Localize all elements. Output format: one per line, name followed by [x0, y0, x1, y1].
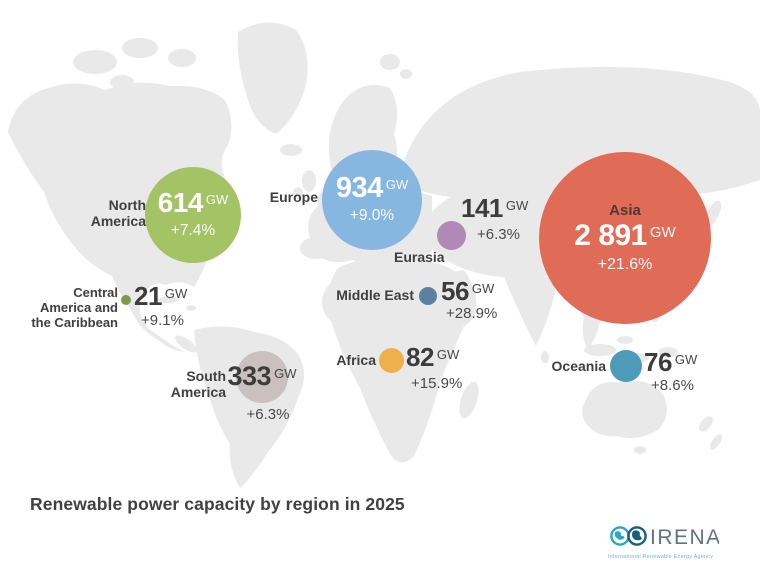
value-south-america: 333 GW: [227, 361, 297, 392]
label-middle-east: Middle East: [328, 287, 414, 303]
value-europe: 934 GW: [335, 171, 409, 204]
label-line: the Caribbean: [31, 314, 118, 330]
value-asia: 2 891 GW: [574, 219, 676, 253]
label-north-america: North America: [56, 197, 146, 229]
value-number: 333: [227, 361, 272, 392]
value-unit: GW: [471, 281, 495, 296]
value-oceania: 76 GW: [644, 347, 698, 377]
irena-wordmark: IRENA: [650, 526, 719, 549]
growth-south-america: +6.3%: [246, 406, 290, 423]
value-unit: GW: [205, 192, 229, 208]
bubble-south-america: [236, 351, 288, 403]
value-number: 76: [644, 347, 672, 377]
value-number: 21: [134, 281, 162, 311]
label-eurasia: Eurasia: [394, 249, 464, 265]
bubble-oceania: [610, 350, 642, 382]
chart-title: Renewable power capacity by region in 20…: [30, 494, 405, 514]
label-line: Central: [73, 285, 118, 300]
label-africa: Africa: [318, 352, 376, 368]
value-central-america-and-the-caribbean: 21 GW: [134, 281, 188, 311]
value-number: 141: [461, 193, 503, 223]
label-europe: Europe: [242, 189, 318, 205]
bubble-africa: [378, 347, 404, 373]
value-unit: GW: [274, 366, 297, 382]
growth-asia: +21.6%: [597, 255, 653, 273]
value-unit: GW: [164, 286, 188, 301]
value-eurasia: 141 GW: [461, 193, 529, 223]
growth-africa: +15.9%: [411, 375, 463, 392]
value-number: 56: [441, 276, 469, 306]
bubble-central-america-and-the-caribbean: [121, 295, 131, 305]
value-number: 934: [335, 171, 383, 204]
growth-europe: +9.0%: [349, 207, 395, 225]
value-number: 2 891: [574, 219, 647, 253]
value-unit: GW: [385, 176, 409, 192]
value-unit: GW: [505, 198, 529, 213]
value-number: 82: [406, 342, 434, 372]
label-line: North: [108, 197, 146, 213]
label-south-america: South America: [138, 368, 226, 400]
value-unit: GW: [436, 347, 460, 362]
irena-globes-icon: [610, 526, 647, 546]
label-line: America: [90, 213, 146, 230]
label-line: Oceania: [551, 358, 606, 374]
label-line: America and: [39, 299, 118, 315]
growth-central-america-and-the-caribbean: +9.1%: [141, 312, 184, 329]
label-line: Eurasia: [394, 249, 445, 265]
bubble-europe: 934 GW +9.0%: [322, 150, 422, 250]
label-oceania: Oceania: [538, 358, 606, 374]
growth-oceania: +8.6%: [651, 377, 694, 394]
bubble-region-name: Asia: [609, 202, 641, 220]
value-number: 614: [157, 187, 204, 219]
growth-eurasia: +6.3%: [477, 226, 520, 243]
value-middle-east: 56 GW: [441, 276, 495, 306]
value-africa: 82 GW: [406, 342, 460, 372]
irena-logo-graphic: IRENA International Renewable Energy Age…: [608, 526, 720, 560]
bubble-eurasia: [436, 220, 466, 250]
bubble-middle-east: [419, 287, 437, 305]
label-line: Middle East: [336, 287, 414, 303]
bubble-asia: Asia 2 891 GW +21.6%: [539, 152, 711, 324]
value-unit: GW: [674, 352, 698, 367]
label-line: South: [186, 368, 226, 384]
label-line: America: [170, 384, 226, 401]
value-unit: GW: [649, 224, 676, 242]
label-line: Africa: [336, 352, 376, 368]
irena-logo: IRENA International Renewable Energy Age…: [607, 523, 720, 568]
irena-tagline: International Renewable Energy Agency: [608, 554, 713, 560]
value-north-america: 614 GW: [157, 187, 229, 219]
bubble-north-america: 614 GW +7.4%: [145, 167, 241, 263]
label-line: Europe: [269, 189, 318, 205]
label-central-america-and-the-caribbean: Central America and the Caribbean: [16, 285, 118, 331]
growth-middle-east: +28.9%: [446, 305, 498, 322]
growth-north-america: +7.4%: [170, 221, 216, 239]
